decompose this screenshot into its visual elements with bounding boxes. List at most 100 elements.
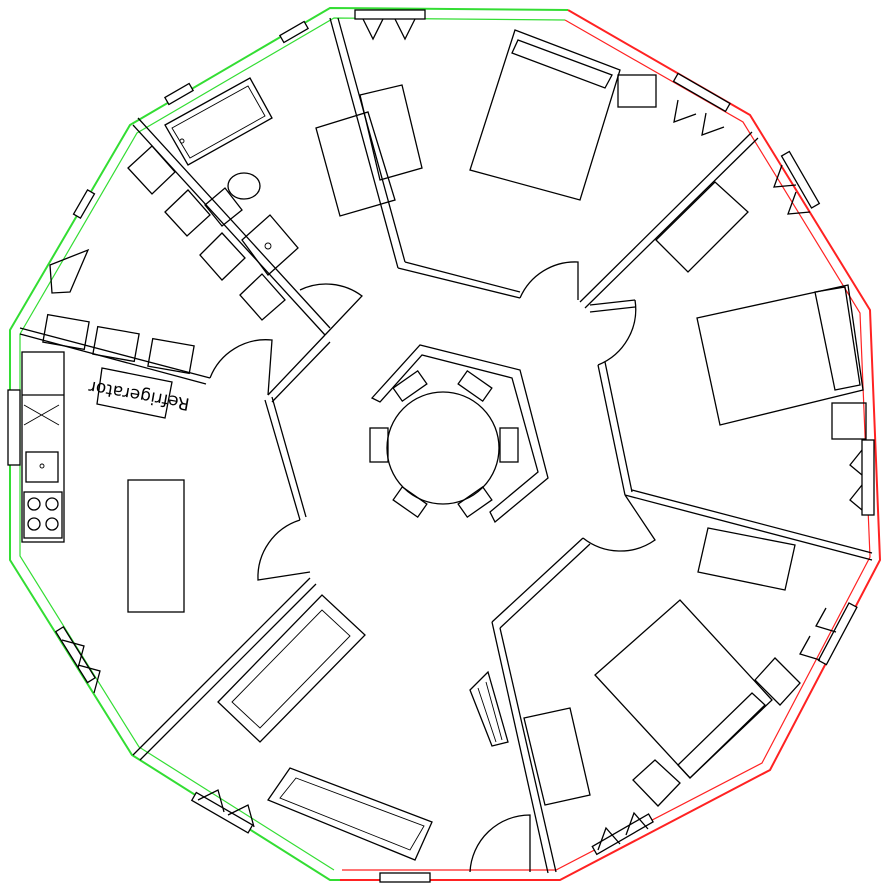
cabinet-4 [239, 273, 286, 321]
dresser-east [655, 181, 749, 273]
bathtub [164, 77, 273, 166]
burner-1 [27, 497, 41, 511]
wall-bedroom1-east [579, 131, 759, 309]
dining-table [386, 391, 500, 505]
burner-3 [27, 517, 41, 531]
kitchen-chair-3 [147, 337, 195, 375]
bathroom [164, 77, 299, 276]
desk-southeast [523, 707, 591, 806]
wall-living-south [132, 577, 317, 761]
wall-bedroom2-north [589, 299, 636, 313]
dining-chair-se [457, 485, 493, 519]
window-east-swing [849, 449, 863, 511]
window-sw [54, 626, 97, 684]
bed-north [469, 29, 621, 201]
window-north-swing [362, 18, 416, 41]
wall-kitchen-north [19, 327, 211, 385]
nightstand-southeast-2 [632, 759, 681, 807]
door-kitchen [209, 339, 273, 396]
window-ssw-swing [197, 789, 255, 828]
dining [369, 344, 549, 524]
window-wnw [72, 188, 96, 220]
refrigerator [96, 367, 173, 419]
counter-dishwasher [23, 404, 60, 426]
window-east [861, 439, 875, 516]
kitchen: Refrigerator [21, 145, 286, 613]
sofa-diagonal [217, 594, 366, 743]
nightstand-east [831, 402, 867, 440]
dining-chair-nw [392, 369, 428, 403]
window-north [354, 9, 426, 20]
outer-wall-red [340, 9, 881, 881]
outer-wall-green [9, 6, 569, 881]
counter-west [21, 351, 65, 543]
bed-southeast-pillow [677, 692, 766, 779]
window-ene [780, 150, 821, 209]
sofa-south [267, 767, 433, 861]
outer-wall [9, 6, 881, 881]
outer-wall-green-inner [19, 17, 566, 871]
dining-chairs [369, 369, 519, 519]
wall-bedroom2-south [624, 489, 873, 561]
dining-bench [370, 344, 549, 524]
refrigerator-label: Refrigerator [87, 376, 191, 413]
cabinet-1 [127, 145, 176, 195]
door-bedroom2 [597, 299, 637, 366]
bed-east-pillow [814, 286, 861, 391]
wall-bedroom3-north [491, 537, 591, 629]
window-west [7, 389, 21, 466]
living-area [217, 594, 509, 861]
wall-bath-corner [267, 334, 331, 403]
wall-bath-south [132, 117, 331, 336]
kitchen-sink [25, 451, 59, 483]
kitchen-island [127, 479, 185, 613]
wall-bedroom3-west [491, 621, 557, 874]
window-ene-swing [773, 164, 811, 215]
dining-chair-west [369, 427, 389, 463]
wall-bedroom1-south [397, 261, 521, 299]
dining-chair-east [499, 427, 519, 463]
doors [209, 261, 656, 873]
door-bedroom1 [519, 261, 579, 300]
window-south [379, 872, 431, 883]
wall-bedroom1-west [329, 17, 406, 269]
dresser-southeast [697, 527, 796, 591]
bed-southeast [594, 599, 773, 779]
kitchen-chair-2 [92, 325, 140, 363]
desk-north [315, 111, 396, 217]
burner-4 [45, 517, 59, 531]
bedroom-southeast [523, 527, 801, 807]
window-nnw [278, 20, 310, 44]
interior-walls [19, 17, 873, 874]
cabinet-2 [164, 189, 211, 237]
chair-north [359, 84, 423, 181]
burner-2 [45, 497, 59, 511]
door-living [257, 519, 311, 581]
bed-north-pillow [511, 39, 613, 89]
window-ne-swing [673, 99, 725, 136]
sofa-diagonal-seat [231, 609, 351, 729]
cabinet-3 [199, 232, 246, 281]
outer-windows [7, 9, 875, 883]
bedroom-north [315, 29, 657, 217]
dining-chair-sw [392, 485, 428, 519]
cabinet-west [49, 248, 90, 294]
kitchen-sink-drain [39, 463, 45, 469]
sofa-south-seat [279, 777, 425, 851]
dining-chair-ne [457, 369, 493, 403]
toilet-bowl [227, 172, 261, 200]
bathtub-inner [171, 85, 266, 159]
sink-bath-drain [264, 242, 272, 250]
wall-living-east [264, 396, 307, 521]
bathtub-drain [179, 138, 185, 144]
door-bathroom [299, 283, 363, 336]
bed-east [696, 284, 864, 426]
window-sse [591, 813, 654, 856]
sink-bath [241, 214, 299, 276]
outer-wall-red-inner [342, 19, 871, 871]
window-ssw [190, 791, 254, 834]
window-sse-swing [597, 811, 649, 851]
window-nw [163, 82, 195, 106]
window-se-swing [799, 607, 837, 661]
